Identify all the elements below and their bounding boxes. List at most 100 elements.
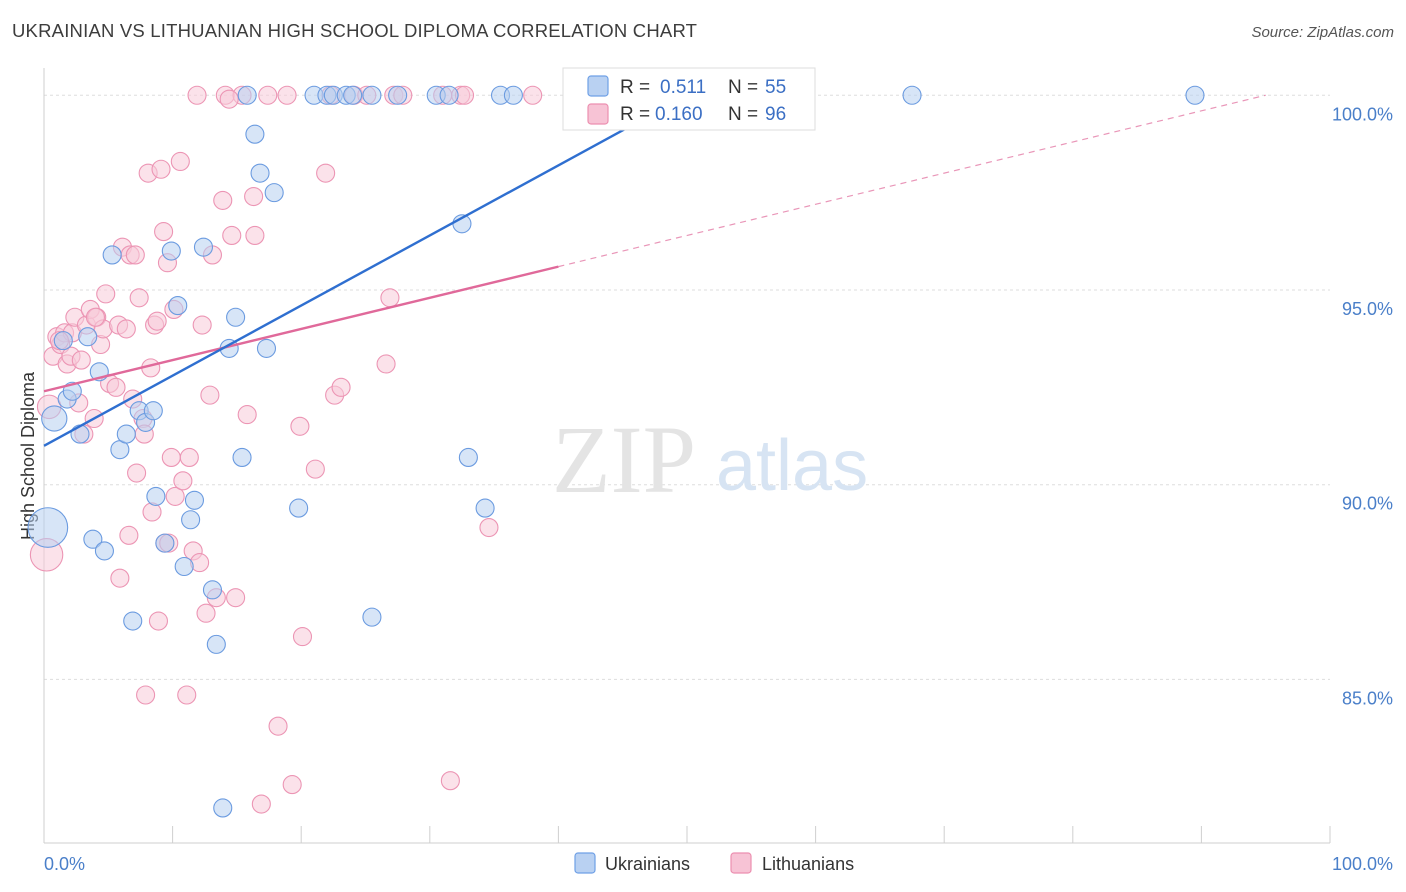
lithuanians-point — [290, 416, 310, 436]
bottom-legend-swatch-ukrainians — [574, 852, 596, 874]
ukrainians-point — [250, 163, 270, 183]
ukrainians-point — [83, 529, 103, 549]
watermark-zip: ZIP — [552, 406, 696, 513]
lithuanians-point — [213, 190, 233, 210]
lithuanians-point — [110, 568, 130, 588]
lithuanians-point — [277, 85, 297, 105]
ukrainians-point — [202, 580, 223, 600]
ukrainians-point — [458, 447, 478, 467]
lithuanians-point — [226, 588, 246, 608]
ukrainians-point — [53, 331, 73, 351]
lithuanians-point — [244, 186, 264, 207]
ukrainians-point — [503, 85, 523, 105]
lithuanians-point — [161, 447, 181, 467]
stats-legend: R = 0.511 N = 55 R = 0.160 N = 96 — [562, 67, 816, 131]
lithuanians-point — [258, 85, 278, 105]
y-tick-label: 100.0% — [1332, 104, 1393, 124]
lithuanians-point — [148, 611, 169, 631]
lithuanians-point — [251, 794, 271, 814]
legend-swatch-lithuanians — [587, 103, 609, 125]
lithuanians-point — [316, 163, 336, 183]
lithuanians-point — [71, 350, 91, 370]
lithuanians-point — [245, 225, 265, 246]
legend-n-value-2: 96 — [765, 104, 786, 125]
ukrainians-point — [289, 498, 309, 518]
ukrainians-point — [143, 401, 163, 421]
bottom-legend-label-lithuanians: Lithuanians — [762, 854, 854, 874]
ukrainians-point — [256, 338, 277, 358]
lithuanians-point — [523, 85, 543, 105]
ukrainians-point — [123, 611, 143, 631]
lithuanians-point — [173, 471, 193, 491]
bottom-legend-label-ukrainians: Ukrainians — [605, 854, 690, 874]
ukrainians-point — [62, 381, 82, 401]
legend-n-label-1: N = — [728, 77, 758, 98]
lithuanians-point — [268, 716, 288, 736]
y-tick-label: 95.0% — [1342, 299, 1393, 319]
lithuanians-point — [147, 311, 167, 331]
lithuanians-point — [200, 385, 220, 405]
ukrainians-point — [27, 507, 69, 548]
ukrainians-point — [155, 533, 175, 553]
ukrainians-point — [181, 510, 201, 530]
ukrainians-point — [206, 634, 226, 654]
ukrainians-point — [193, 237, 214, 257]
ukrainians-point — [245, 124, 265, 144]
x-tick-label-max: 100.0% — [1332, 854, 1393, 874]
chart-title: UKRAINIAN VS LITHUANIAN HIGH SCHOOL DIPL… — [12, 20, 698, 41]
ukrainians-point — [343, 85, 363, 105]
series-legend: Ukrainians Lithuanians — [574, 852, 854, 874]
lithuanians-point — [129, 288, 149, 308]
lithuanians-point — [125, 245, 145, 265]
lithuanians-point — [165, 486, 185, 506]
ukrainians-point — [213, 798, 233, 818]
watermark-atlas: atlas — [716, 426, 868, 506]
ukrainians-point — [232, 447, 252, 467]
ukrainians-point — [902, 85, 922, 105]
trend-lines — [43, 94, 1266, 447]
ukrainians-point — [226, 307, 246, 327]
lithuanians-point — [222, 225, 242, 246]
lithuanians-point — [380, 288, 400, 308]
lithuanians-trend-line — [43, 265, 559, 393]
series-lithuanians-points — [29, 85, 543, 814]
lithuanians-trend-extension — [558, 94, 1266, 268]
y-tick-label: 85.0% — [1342, 688, 1393, 708]
legend-r-label-1: R = — [620, 77, 650, 98]
legend-r-value-1: 0.511 — [660, 77, 706, 98]
lithuanians-point — [106, 377, 126, 397]
legend-n-label-2: N = — [728, 104, 758, 125]
ukrainians-point — [439, 85, 459, 105]
lithuanians-point — [282, 775, 302, 795]
lithuanians-point — [237, 405, 257, 425]
ukrainians-point — [168, 296, 188, 316]
ukrainians-point — [70, 424, 90, 444]
legend-r-value-2: 0.160 — [655, 104, 703, 125]
ukrainians-point — [102, 245, 122, 265]
y-axis-label: High School Diploma — [18, 371, 38, 540]
lithuanians-point — [136, 685, 156, 705]
lithuanians-point — [196, 603, 216, 623]
ukrainians-point — [78, 327, 98, 347]
lithuanians-point — [376, 354, 396, 374]
lithuanians-point — [142, 502, 162, 522]
x-axis-ticks — [43, 826, 1331, 843]
lithuanians-point — [116, 319, 136, 339]
ukrainians-point — [475, 498, 495, 518]
lithuanians-point — [154, 222, 174, 242]
lithuanians-point — [85, 307, 105, 327]
ukrainians-point — [174, 556, 194, 577]
ukrainians-point — [362, 607, 382, 627]
lithuanians-point — [305, 459, 325, 479]
chart-source: Source: ZipAtlas.com — [1251, 24, 1394, 41]
lithuanians-point — [127, 463, 147, 483]
legend-n-value-1: 55 — [765, 77, 786, 98]
x-tick-label-min: 0.0% — [44, 854, 85, 874]
lithuanians-point — [177, 685, 197, 705]
legend-r-label-2: R = — [620, 104, 650, 125]
ukrainians-point — [1185, 85, 1205, 105]
lithuanians-point — [179, 447, 199, 467]
lithuanians-point — [219, 89, 239, 109]
lithuanians-point — [187, 85, 207, 105]
